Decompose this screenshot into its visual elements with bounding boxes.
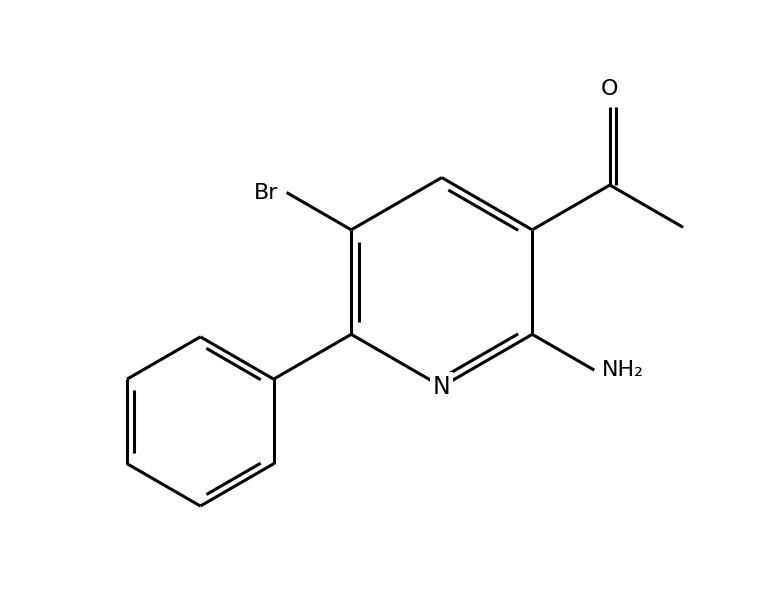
Text: O: O <box>601 79 619 100</box>
Text: NH₂: NH₂ <box>602 360 644 380</box>
Text: N: N <box>433 374 450 398</box>
Text: Br: Br <box>254 182 279 203</box>
